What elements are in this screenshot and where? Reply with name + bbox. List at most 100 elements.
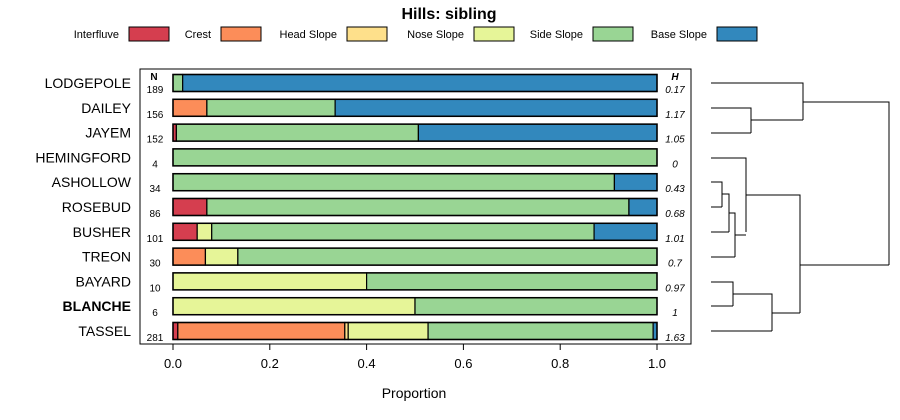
bar-segment bbox=[206, 197, 630, 217]
bar-segment bbox=[414, 297, 658, 316]
bar-outline bbox=[172, 222, 658, 242]
bar-segment bbox=[427, 321, 654, 341]
series-label: HEMINGFORD bbox=[35, 149, 131, 165]
dendrogram-branch bbox=[733, 293, 773, 331]
x-tick-label: 0.8 bbox=[551, 356, 569, 371]
x-tick-label: 0.6 bbox=[454, 356, 472, 371]
series-label: BUSHER bbox=[73, 224, 131, 240]
h-value: 0.17 bbox=[665, 85, 685, 96]
h-value: 0.7 bbox=[668, 259, 682, 270]
n-header: N bbox=[150, 72, 157, 83]
series-label: JAYEM bbox=[85, 125, 131, 141]
h-value: 1.05 bbox=[665, 135, 685, 146]
dendrogram-branch bbox=[729, 212, 736, 257]
n-value: 86 bbox=[149, 209, 161, 220]
n-value: 10 bbox=[149, 283, 161, 294]
bars bbox=[172, 73, 658, 341]
series-label: BAYARD bbox=[76, 273, 132, 289]
series-label: DAILEY bbox=[81, 100, 131, 116]
n-value: 4 bbox=[152, 159, 158, 170]
bar-segment bbox=[172, 73, 184, 93]
chart-title: Hills: sibling bbox=[401, 6, 496, 23]
bar-segment bbox=[613, 173, 658, 192]
legend-swatch bbox=[592, 26, 634, 42]
dendrogram-branch bbox=[711, 107, 752, 133]
n-value: 281 bbox=[147, 333, 164, 344]
h-value: 1.17 bbox=[665, 110, 685, 121]
bar-segment bbox=[172, 222, 198, 241]
bar-outline bbox=[172, 296, 658, 316]
x-tick-label: 0.2 bbox=[261, 356, 279, 371]
n-value: 189 bbox=[147, 85, 164, 96]
plot-frame bbox=[139, 68, 692, 345]
bar-segment bbox=[366, 272, 658, 291]
dendrogram-branch bbox=[711, 281, 734, 306]
x-tick-label: 0.4 bbox=[358, 356, 376, 371]
legend: Interfluve Crest Head Slope Nose Slope Side … bbox=[74, 26, 758, 42]
n-value: 30 bbox=[149, 259, 161, 270]
bar-segment bbox=[172, 98, 208, 117]
h-value: 0 bbox=[672, 159, 678, 170]
row-labels: LODGEPOLE 189 0.17 DAILEY 156 1.17 JAYEM 152 1.0… bbox=[35, 75, 685, 344]
bar-segment bbox=[204, 247, 239, 266]
series-label: ROSEBUD bbox=[62, 199, 131, 215]
n-value: 6 bbox=[152, 308, 158, 319]
series-label: BLANCHE bbox=[63, 298, 131, 314]
bar-segment bbox=[211, 222, 595, 241]
n-value: 101 bbox=[147, 234, 164, 245]
legend-label: Base Slope bbox=[651, 29, 707, 41]
legend-swatch bbox=[473, 26, 515, 42]
bar-outline bbox=[172, 247, 658, 266]
legend-swatch bbox=[346, 26, 388, 42]
legend-swatch bbox=[220, 26, 262, 42]
bar-segment bbox=[206, 98, 336, 117]
n-value: 156 bbox=[147, 110, 164, 121]
series-label: TREON bbox=[82, 249, 131, 265]
x-tick-label: 0.0 bbox=[164, 356, 182, 371]
legend-swatch bbox=[128, 26, 170, 42]
bar-segment bbox=[334, 98, 658, 117]
bar-segment bbox=[172, 173, 616, 192]
dendrogram-branch bbox=[746, 194, 801, 313]
x-tick-label: 1.0 bbox=[648, 356, 666, 371]
bar-outline bbox=[172, 123, 658, 142]
bar-outline bbox=[172, 73, 658, 93]
h-value: 1.63 bbox=[665, 333, 685, 344]
x-axis-title: Proportion bbox=[382, 385, 447, 401]
legend-swatch bbox=[716, 26, 758, 42]
bar-segment bbox=[182, 73, 658, 93]
dendrogram-branch bbox=[711, 181, 723, 207]
dendrogram-branch bbox=[711, 157, 747, 232]
h-value: 1 bbox=[672, 308, 678, 319]
bar-segment bbox=[593, 222, 658, 241]
series-label: ASHOLLOW bbox=[52, 174, 132, 190]
bar-segment bbox=[172, 247, 207, 266]
bar-segment bbox=[172, 148, 658, 167]
bar-outline bbox=[172, 321, 658, 341]
x-axis: 0.0 0.2 0.4 0.6 0.8 1.0 bbox=[164, 344, 666, 371]
n-value: 152 bbox=[147, 135, 164, 146]
n-value: 34 bbox=[149, 184, 161, 195]
bar-segment bbox=[172, 197, 208, 217]
h-value: 0.97 bbox=[665, 283, 685, 294]
legend-label: Interfluve bbox=[74, 29, 119, 41]
series-label: LODGEPOLE bbox=[45, 75, 131, 91]
bar-segment bbox=[628, 197, 658, 217]
dendrogram-branch bbox=[803, 101, 890, 265]
dendrogram bbox=[711, 82, 890, 332]
bar-segment bbox=[172, 297, 416, 316]
bar-segment bbox=[175, 123, 419, 142]
legend-label: Head Slope bbox=[280, 29, 338, 41]
bar-outline bbox=[172, 197, 658, 217]
dendrogram-branch bbox=[711, 82, 804, 120]
legend-label: Crest bbox=[185, 29, 211, 41]
bar-segment bbox=[347, 321, 429, 341]
legend-label: Nose Slope bbox=[407, 29, 464, 41]
bar-outline bbox=[172, 172, 658, 192]
bar-segment bbox=[177, 321, 346, 341]
h-value: 1.01 bbox=[665, 234, 684, 245]
bar-segment bbox=[417, 123, 658, 142]
dendrogram-branch bbox=[722, 193, 730, 232]
h-header: H bbox=[671, 72, 679, 83]
